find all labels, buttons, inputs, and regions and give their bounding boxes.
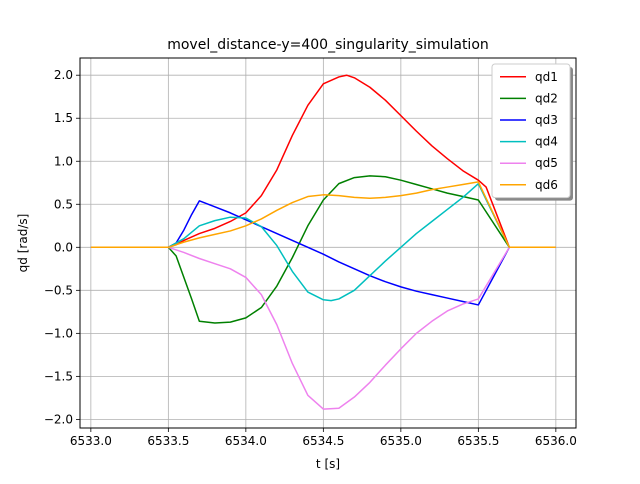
legend-label-qd5: qd5 xyxy=(535,156,558,170)
series-line-qd2 xyxy=(90,175,556,324)
x-axis-label: t [s] xyxy=(316,457,340,471)
legend: qd1 qd2 qd3 qd4 qd5 qd6 xyxy=(491,63,573,201)
y-tick-label: −1.5 xyxy=(44,369,73,383)
x-tick-label: 6535.5 xyxy=(457,434,499,448)
series-line-qd4 xyxy=(90,182,556,302)
legend-label-qd3: qd3 xyxy=(535,113,558,127)
y-tick-label: −2.0 xyxy=(44,412,73,426)
y-axis-ticks: −2.0 −1.5 −1.0 −0.5 0.0 0.5 1.0 1.5 2.0 xyxy=(44,68,80,426)
x-axis-ticks: 6533.0 6533.5 6534.0 6534.5 6535.0 6535.5 6536… xyxy=(70,428,577,448)
series-lines xyxy=(90,74,556,410)
series-line-qd6 xyxy=(90,181,556,249)
legend-label-qd1: qd1 xyxy=(535,70,558,84)
y-tick-label: −0.5 xyxy=(44,283,73,297)
y-tick-label: 2.0 xyxy=(54,68,73,82)
x-tick-label: 6533.0 xyxy=(70,434,112,448)
series-line-qd3 xyxy=(90,200,556,306)
x-tick-label: 6534.0 xyxy=(225,434,267,448)
y-tick-label: 1.0 xyxy=(54,154,73,168)
series-line-qd1 xyxy=(90,74,556,249)
y-tick-label: 0.0 xyxy=(54,240,73,254)
grid xyxy=(80,58,576,428)
legend-label-qd4: qd4 xyxy=(535,135,558,149)
x-tick-label: 6533.5 xyxy=(147,434,189,448)
y-axis-label: qd [rad/s] xyxy=(16,214,30,273)
x-tick-label: 6534.5 xyxy=(302,434,344,448)
legend-label-qd2: qd2 xyxy=(535,91,558,105)
y-tick-label: 0.5 xyxy=(54,197,73,211)
legend-box xyxy=(491,63,571,199)
plot-frame xyxy=(79,57,577,429)
x-tick-label: 6535.0 xyxy=(380,434,422,448)
x-tick-label: 6536.0 xyxy=(535,434,577,448)
y-tick-label: 1.5 xyxy=(54,111,73,125)
series-line-qd5 xyxy=(90,246,556,410)
y-tick-label: −1.0 xyxy=(44,326,73,340)
chart-title: movel_distance-y=400_singularity_simulat… xyxy=(167,37,489,53)
legend-label-qd6: qd6 xyxy=(535,178,558,192)
